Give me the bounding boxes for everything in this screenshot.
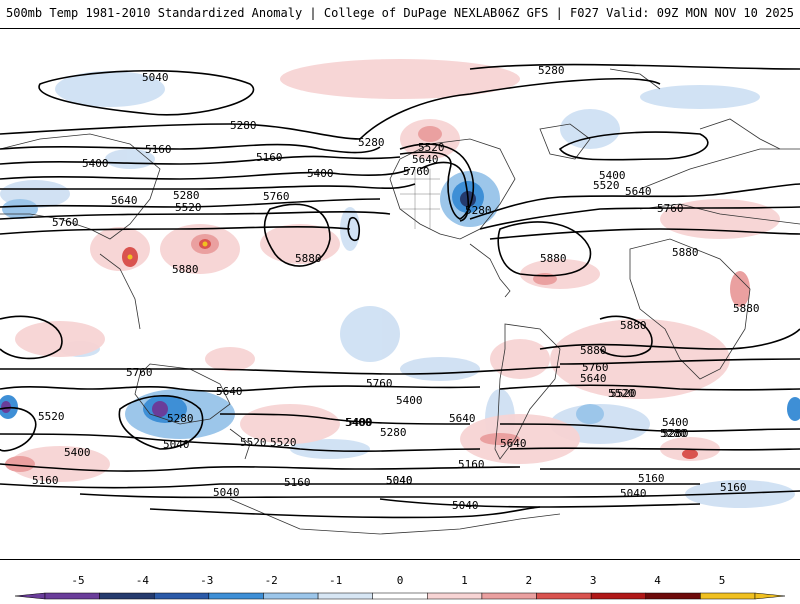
contour-label: 5520 <box>610 387 637 400</box>
contour-label: 5280 <box>173 189 200 202</box>
colorbar-high-arrow <box>754 592 786 600</box>
contour-label: 5280 <box>662 427 689 440</box>
contour-label: 5520 <box>175 201 202 214</box>
contour-label: 5400 <box>345 416 372 429</box>
contour-label: 5640 <box>449 412 476 425</box>
contour-label: 5880 <box>672 246 699 259</box>
colorbar-segment <box>99 592 155 600</box>
contour-label: 5760 <box>366 377 393 390</box>
contour-label: 5280 <box>167 412 194 425</box>
colorbar-segment <box>427 592 483 600</box>
height-contours <box>0 63 800 519</box>
contour-label: 5760 <box>582 361 609 374</box>
contour-label: 5040 <box>452 499 479 512</box>
contour-label: 5040 <box>386 474 413 487</box>
colorbar-segment <box>481 592 537 600</box>
contour-label: 5640 <box>580 372 607 385</box>
contour-label: 5520 <box>240 436 267 449</box>
contour-label: 5040 <box>213 486 240 499</box>
warm-anomaly-core <box>5 126 750 472</box>
colorbar-segment <box>317 592 373 600</box>
colorbar-segment <box>645 592 701 600</box>
coastlines <box>0 68 800 535</box>
contour-label: 5040 <box>142 71 169 84</box>
contour-label: 5760 <box>52 216 79 229</box>
colorbar-segment <box>700 592 756 600</box>
contour-label: 5280 <box>660 427 687 440</box>
contour-label: 5160 <box>32 474 59 487</box>
colorbar-segment <box>208 592 264 600</box>
colorbar-segment <box>590 592 647 600</box>
contour-label: 5400 <box>346 416 373 429</box>
contour-label: 5760 <box>263 190 290 203</box>
colorbar-tick-label: 5 <box>719 574 726 587</box>
contour-label: 5160 <box>638 472 665 485</box>
colorbar-low-arrow <box>14 592 46 600</box>
contour-label: 5400 <box>662 416 689 429</box>
contour-label: 5520 <box>593 179 620 192</box>
contour-label: 5280 <box>380 426 407 439</box>
contour-label: 5880 <box>620 319 647 332</box>
colorbar-tick-label: 1 <box>461 574 468 587</box>
contour-label: 5640 <box>500 437 527 450</box>
contour-label: 5280 <box>358 136 385 149</box>
contour-label: 5280 <box>230 119 257 132</box>
colorbar-segment <box>153 592 210 600</box>
contour-label: 5640 <box>625 185 652 198</box>
contour-label: 5160 <box>145 143 172 156</box>
contour-label: 5520 <box>38 410 65 423</box>
colorbar-tick-label: -1 <box>329 574 342 587</box>
contour-label: 5280 <box>465 204 492 217</box>
contour-label: 5400 <box>82 157 109 170</box>
colorbar-tick-label: 2 <box>525 574 532 587</box>
colorbar-segment <box>263 592 319 600</box>
colorbar-tick-label: -2 <box>265 574 278 587</box>
colorbar-tick-label: -5 <box>71 574 84 587</box>
cold-anomaly-core <box>0 171 800 439</box>
contour-label: 5880 <box>540 252 567 265</box>
contour-label: 5880 <box>733 302 760 315</box>
contour-label: 5400 <box>396 394 423 407</box>
contour-label: 5520 <box>608 387 635 400</box>
contour-label: 5880 <box>580 344 607 357</box>
map-title: 500mb Temp 1981-2010 Standardized Anomal… <box>6 6 498 20</box>
contour-label: 5640 <box>216 385 243 398</box>
contour-label: 5040 <box>620 487 647 500</box>
contour-label: 5880 <box>172 263 199 276</box>
colorbar-segment <box>372 592 428 600</box>
colorbar-tick-label: -4 <box>136 574 150 587</box>
colorbar-segment <box>44 592 100 600</box>
colorbar-tick-label: 4 <box>654 574 661 587</box>
colorbar-graphic: -5 -4 -3 -2 -1 0 1 2 3 4 5 <box>14 574 786 600</box>
colorbar-tick-label: 0 <box>397 574 404 587</box>
contour-label: 5640 <box>111 194 138 207</box>
colorbar-tick-label: -3 <box>200 574 213 587</box>
map-panel[interactable]: 5040 5280 5280 5160 5160 5280 5520 5640 … <box>0 28 800 560</box>
model-run-info: 06Z GFS | F027 Valid: 09Z MON NOV 10 202… <box>497 6 794 20</box>
world-map[interactable]: 5040 5280 5280 5160 5160 5280 5520 5640 … <box>0 29 800 559</box>
contour-label: 5760 <box>657 202 684 215</box>
colorbar-tick-label: 3 <box>590 574 597 587</box>
contour-label: 5520 <box>418 141 445 154</box>
contour-labels: 5040 5280 5280 5160 5160 5280 5520 5640 … <box>32 64 760 512</box>
contour-label: 5160 <box>720 481 747 494</box>
anomaly-colorbar: -5 -4 -3 -2 -1 0 1 2 3 4 5 <box>0 568 800 600</box>
contour-label: 5160 <box>458 458 485 471</box>
contour-label: 5640 <box>412 153 439 166</box>
contour-label: 5880 <box>295 252 322 265</box>
colorbar-segment <box>536 592 592 600</box>
contour-label: 5160 <box>284 476 311 489</box>
contour-label: 5400 <box>64 446 91 459</box>
contour-label: 5400 <box>307 167 334 180</box>
contour-label: 5760 <box>403 165 430 178</box>
contour-label: 5040 <box>386 474 413 487</box>
contour-label: 5040 <box>163 438 190 451</box>
contour-label: 5280 <box>538 64 565 77</box>
contour-label: 5520 <box>270 436 297 449</box>
contour-label: 5400 <box>599 169 626 182</box>
contour-label: 5760 <box>126 366 153 379</box>
state-borders <box>400 169 440 229</box>
contour-label: 5160 <box>256 151 283 164</box>
